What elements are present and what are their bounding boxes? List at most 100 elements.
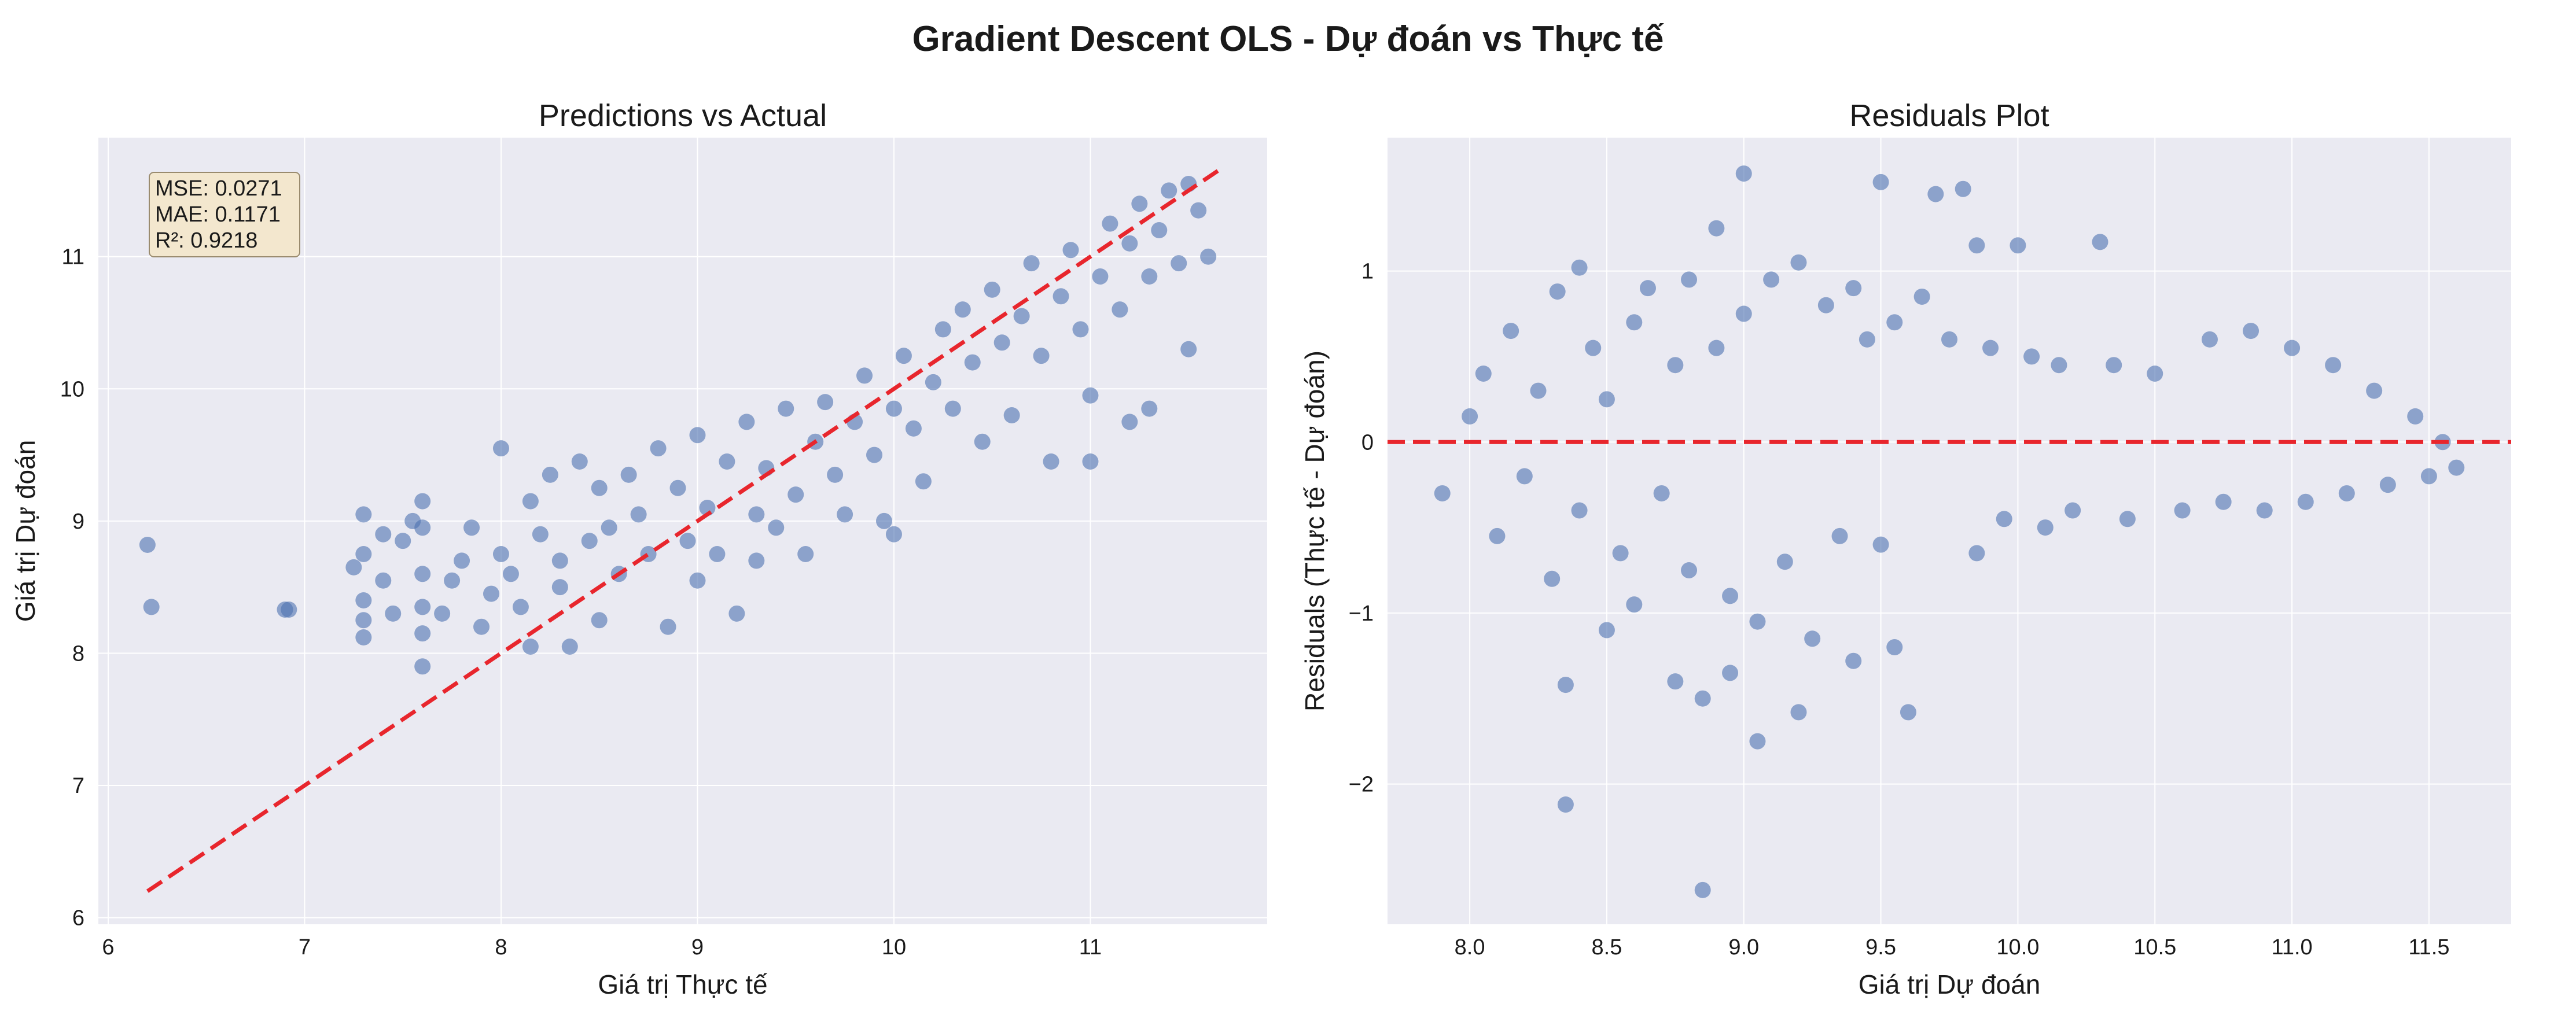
- data-point: [1171, 255, 1187, 272]
- data-point: [1968, 545, 1985, 562]
- identity-reference-line: [146, 169, 1220, 893]
- data-point: [434, 605, 451, 622]
- data-point: [581, 533, 598, 549]
- data-point: [414, 658, 431, 675]
- data-point: [748, 506, 765, 523]
- data-point: [885, 526, 902, 543]
- data-point: [2010, 237, 2026, 254]
- data-point: [1681, 271, 1698, 288]
- data-point: [993, 334, 1010, 351]
- data-point: [2379, 477, 2396, 493]
- data-point: [748, 552, 765, 569]
- data-point: [1102, 215, 1118, 232]
- data-point: [1996, 511, 2012, 527]
- data-point: [1072, 321, 1089, 338]
- data-point: [483, 585, 499, 602]
- data-point: [1900, 704, 1916, 721]
- data-point: [551, 579, 568, 596]
- axis-ticks: 6 7 8 9 10 11 6 7 8 9 10 11: [60, 245, 1102, 960]
- scatter-points: [139, 176, 1217, 675]
- data-point: [1190, 202, 1207, 219]
- data-point: [1845, 652, 1862, 669]
- data-point: [1913, 288, 1930, 305]
- data-point: [2065, 502, 2081, 519]
- y-tick-label: 1: [1361, 260, 1374, 284]
- x-tick-label: 11.5: [2408, 935, 2449, 960]
- data-point: [885, 400, 902, 417]
- data-point: [1082, 453, 1099, 470]
- data-point: [2407, 408, 2424, 425]
- data-point: [669, 479, 686, 496]
- x-tick-label: 8.5: [1592, 935, 1622, 960]
- x-tick-label: 11.0: [2272, 935, 2313, 960]
- figure-title: Gradient Descent OLS - Dự đoán vs Thực t…: [912, 19, 1664, 59]
- data-point: [2174, 502, 2191, 519]
- data-point: [414, 566, 431, 582]
- plot-area-background: [1388, 138, 2511, 924]
- data-point: [1053, 288, 1069, 305]
- data-point: [2338, 485, 2355, 501]
- data-point: [1886, 314, 1903, 331]
- data-point: [1544, 570, 1561, 587]
- y-axis-label: Residuals (Thực tế - Dự đoán): [1300, 350, 1330, 711]
- data-point: [630, 506, 647, 523]
- data-point: [1141, 268, 1158, 285]
- data-point: [601, 519, 617, 536]
- x-tick-label: 6: [102, 935, 114, 960]
- data-point: [738, 414, 755, 430]
- y-tick-label: 9: [72, 510, 84, 534]
- data-point: [1804, 630, 1821, 647]
- data-point: [1598, 391, 1615, 408]
- data-point: [1845, 280, 1862, 297]
- data-point: [2448, 459, 2465, 476]
- data-point: [1735, 165, 1752, 182]
- data-point: [1955, 180, 1971, 197]
- data-point: [2106, 357, 2122, 374]
- data-point: [699, 500, 716, 516]
- data-point: [1003, 407, 1020, 423]
- x-tick-label: 10.0: [1996, 935, 2039, 960]
- data-point: [1112, 301, 1128, 318]
- data-point: [1790, 254, 1807, 271]
- data-point: [1722, 665, 1739, 681]
- data-point: [1872, 536, 1889, 553]
- data-point: [1121, 235, 1138, 252]
- data-point: [1131, 195, 1148, 212]
- data-point: [660, 618, 676, 635]
- metric-mse: MSE: 0.0271: [155, 176, 282, 201]
- data-point: [1180, 341, 1197, 357]
- data-point: [1516, 468, 1533, 485]
- data-point: [1790, 704, 1807, 721]
- data-point: [1013, 308, 1030, 324]
- data-point: [492, 546, 509, 562]
- data-point: [679, 533, 696, 549]
- data-point: [1653, 485, 1670, 501]
- data-point: [2366, 382, 2383, 399]
- data-point: [1941, 331, 1957, 348]
- residuals-plot-chart: 8.0 8.5 9.0 9.5 10.0 10.5 11.0 11.5 −2 −1 0 1 Resid…: [1300, 98, 2511, 999]
- data-point: [1722, 588, 1739, 604]
- data-point: [1927, 186, 1944, 202]
- data-point: [492, 440, 509, 457]
- data-point: [2215, 493, 2232, 510]
- data-point: [797, 546, 814, 562]
- data-point: [414, 519, 431, 536]
- data-point: [856, 367, 873, 384]
- x-tick-label: 7: [299, 935, 311, 960]
- data-point: [1859, 331, 1875, 348]
- metric-r2: R²: 0.9218: [155, 228, 257, 253]
- data-point: [571, 453, 588, 470]
- data-point: [964, 354, 981, 371]
- data-point: [395, 533, 411, 549]
- y-axis-label: Giá trị Dự đoán: [10, 440, 41, 622]
- data-point: [778, 400, 794, 417]
- metrics-box: MSE: 0.0271 MAE: 0.1171 R²: 0.9218: [149, 172, 300, 257]
- data-point: [2037, 519, 2054, 536]
- predictions-vs-actual-chart: 6 7 8 9 10 11 6 7 8 9 10 11 Predictions vs Actual G…: [10, 98, 1267, 999]
- data-point: [1434, 485, 1451, 501]
- data-point: [905, 420, 922, 437]
- data-point: [385, 605, 402, 622]
- data-point: [2325, 357, 2342, 374]
- data-point: [1557, 796, 1574, 813]
